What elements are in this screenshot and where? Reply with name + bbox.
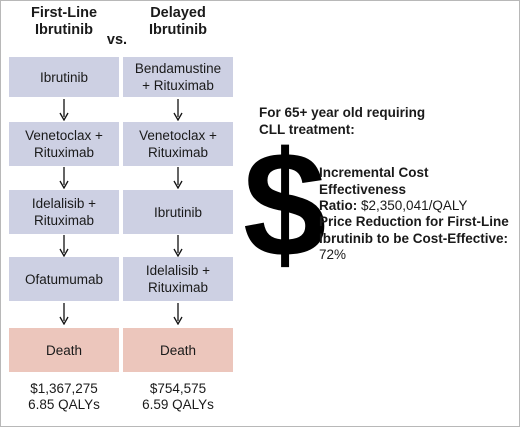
right-cost: $754,575 6.59 QALYs [123,381,233,413]
icer-label-line1: Incremental Cost Effectiveness [319,165,429,197]
right-cost-value: $754,575 [149,381,207,396]
left-step-3-line2: Rituximab [33,213,94,228]
right-step-4: Idelalisib + Rituximab [123,257,233,301]
left-step-3-line1: Idelalisib + [31,196,97,211]
price-label-line2: Ibrutinib to be Cost-Effective: [319,230,508,246]
icer-value: $2,350,041/QALY [361,198,468,213]
left-step-2-line2: Rituximab [33,145,95,160]
right-death-label: Death [159,342,197,358]
left-step-2-line1: Venetoclax + [25,128,103,143]
left-title-line2: Ibrutinib [35,22,93,38]
arrow-down-icon [59,235,69,257]
left-step-1-line1: Ibrutinib [39,69,89,85]
left-step-2: Venetoclax + Rituximab [9,122,119,166]
summary-heading-line2: CLL treatment: [259,121,355,137]
right-step-3-line1: Ibrutinib [153,204,203,220]
right-step-1: Bendamustine + Rituximab [123,57,233,97]
arrow-down-icon [59,167,69,189]
right-step-1-line1: Bendamustine [134,61,222,76]
price-reduction-block: Price Reduction for First-Line Ibrutinib… [319,214,514,264]
price-label-line1: Price Reduction for First-Line [319,214,509,229]
right-step-4-line1: Idelalisib + [145,263,211,278]
left-death-box: Death [9,328,119,372]
left-cost-value: $1,367,275 [30,381,98,396]
price-value: 72% [319,247,347,262]
left-title-line1: First-Line [30,5,98,21]
arrow-down-icon [59,99,69,121]
arrow-down-icon [59,303,69,325]
icer-label-line2: Ratio: [319,198,358,213]
right-step-3: Ibrutinib [123,190,233,234]
left-step-4: Ofatumumab [9,257,119,301]
left-step-3: Idelalisib + Rituximab [9,190,119,234]
right-death-box: Death [123,328,233,372]
summary-heading-line1: For 65+ year old requiring [259,105,426,120]
arrow-down-icon [173,303,183,325]
right-qaly-value: 6.59 QALYs [142,397,214,412]
arrow-down-icon [173,235,183,257]
left-cost: $1,367,275 6.85 QALYs [9,381,119,413]
vs-label: vs. [106,32,128,48]
right-step-2: Venetoclax + Rituximab [123,122,233,166]
right-step-4-line2: Rituximab [147,280,208,295]
left-column-title: First-Line Ibrutinib [9,5,119,39]
dollar-icon: $ [243,120,327,288]
left-qaly-value: 6.85 QALYs [28,397,100,412]
left-step-4-line1: Ofatumumab [24,271,104,287]
right-step-2-line1: Venetoclax + [139,128,217,143]
right-title-line1: Delayed [150,5,206,21]
left-death-label: Death [45,342,83,358]
arrow-down-icon [173,167,183,189]
left-step-1: Ibrutinib [9,57,119,97]
right-step-1-line2: + Rituximab [142,78,214,93]
summary-heading: For 65+ year old requiring CLL treatment… [259,105,509,138]
arrow-down-icon [173,99,183,121]
right-step-2-line2: Rituximab [147,145,209,160]
icer-block: Incremental Cost Effectiveness Ratio: $2… [319,165,514,215]
right-column-title: Delayed Ibrutinib [123,5,233,39]
right-title-line2: Ibrutinib [149,22,207,38]
